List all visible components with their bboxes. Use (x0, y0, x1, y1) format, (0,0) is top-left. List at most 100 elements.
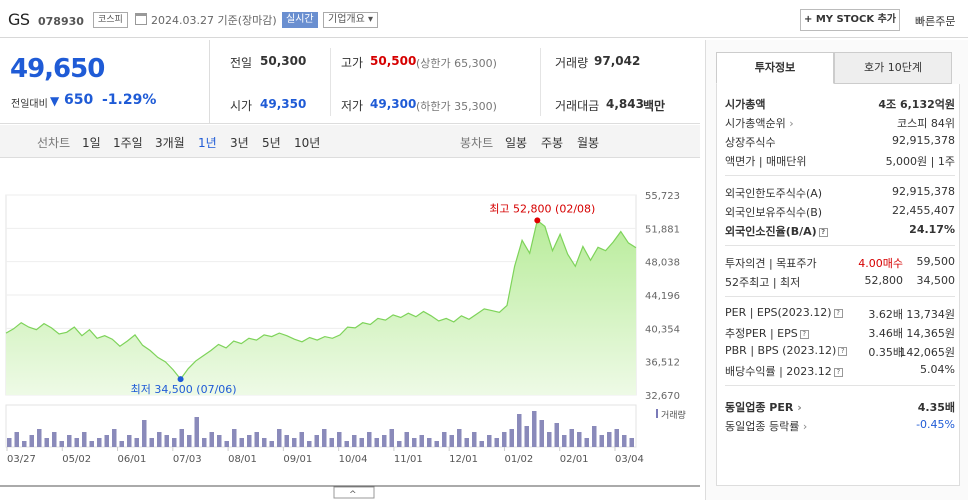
volume-bar (217, 435, 222, 447)
tab-daily[interactable]: 일봉 (505, 136, 528, 150)
x-tick-label: 08/01 (228, 454, 257, 465)
volume-bar (22, 441, 27, 447)
x-tick-label: 06/01 (118, 454, 147, 465)
volume-bar (164, 435, 169, 447)
tab-invest-info[interactable]: 투자정보 (716, 52, 834, 84)
volume-bar (524, 426, 529, 447)
tab-5y[interactable]: 5년 (262, 136, 281, 150)
current-price: 49,650 (10, 54, 105, 84)
tab-weekly[interactable]: 주봉 (541, 136, 564, 150)
help-icon[interactable]: ? (818, 228, 828, 237)
divider (540, 48, 541, 116)
tab-orderbook[interactable]: 호가 10단계 (834, 52, 952, 84)
calendar-icon (135, 13, 147, 25)
company-info-dropdown[interactable]: 기업개요 ▾ (323, 12, 379, 28)
volume-bar (112, 429, 117, 447)
shares-label: 상장주식수 (725, 136, 776, 149)
volume-bar (74, 438, 79, 447)
volume-bar (397, 441, 402, 447)
tab-3y[interactable]: 3년 (230, 136, 249, 150)
volume-bar (494, 438, 499, 447)
chevron-up-icon: ^ (349, 490, 357, 500)
low-value: 49,300 (370, 97, 417, 111)
help-icon[interactable]: ? (833, 309, 843, 318)
volume-bar (404, 432, 409, 447)
prev-value: 50,300 (260, 54, 307, 68)
volume-bar (472, 432, 477, 447)
market-cap-value: 4조 6,132억원 (878, 98, 955, 111)
ind-rate-label[interactable]: 동일업종 등락률 › (725, 418, 807, 434)
volume-bar (292, 438, 297, 447)
down-arrow-icon: ▼ (50, 94, 60, 108)
price-panel: 49,650 전일대비 ▼ 650 -1.29% 전일 50,300 시가 49… (0, 40, 700, 124)
foreign-limit-row: 외국인한도주식수(A) 92,915,378 (725, 183, 955, 201)
divider (725, 245, 955, 246)
chevron-right-icon: › (799, 420, 808, 433)
volume-bar (307, 441, 312, 447)
x-tick-label: 03/27 (7, 454, 36, 465)
realtime-button[interactable]: 실시간 (282, 12, 318, 28)
volume-bar (442, 432, 447, 447)
x-tick-label: 09/01 (283, 454, 312, 465)
x-tick-label: 02/01 (560, 454, 589, 465)
help-icon[interactable]: ? (799, 330, 809, 339)
amount-value: 4,843 (606, 97, 644, 111)
volume-bar (577, 432, 582, 447)
volume-bar (622, 435, 627, 447)
x-tick-label: 05/02 (62, 454, 91, 465)
volume-bar (352, 435, 357, 447)
diff-rate: -1.29% (102, 92, 157, 108)
volume-bar (277, 429, 282, 447)
volume-bar (562, 435, 567, 447)
max-label: 최고 52,800 (02/08) (489, 202, 595, 215)
ind-per-label[interactable]: 동일업종 PER › (725, 399, 802, 415)
volume-bar (284, 435, 289, 447)
tab-1w[interactable]: 1주일 (113, 136, 143, 150)
quick-order-link[interactable]: 빠른주문 (915, 15, 956, 28)
help-icon[interactable]: ? (838, 347, 848, 356)
company-info-label: 기업개요 (328, 14, 365, 25)
bps-value: 142,065원 (899, 346, 955, 359)
volume-bar (254, 432, 259, 447)
low-label: 저가 (341, 99, 364, 113)
market-cap-label: 시가총액 (725, 98, 766, 111)
volume-bar (509, 429, 514, 447)
fper-text: 추정PER | EPS (725, 327, 798, 340)
volume-bar (82, 432, 87, 447)
opinion-label: 투자의견 | 목표주가 (725, 257, 817, 270)
tab-1y[interactable]: 1년 (198, 136, 217, 150)
volume-bar (344, 441, 349, 447)
tab-monthly[interactable]: 월봉 (577, 136, 600, 150)
stock-code: 078930 (38, 15, 84, 28)
tab-10y[interactable]: 10년 (294, 136, 321, 150)
ind-per-text: 동일업종 PER (725, 401, 794, 414)
pbr-text: PBR | BPS (2023.12) (725, 344, 837, 357)
volume-bar (239, 438, 244, 447)
pbr-value: 0.35배 (868, 346, 903, 359)
y-tick-label: 36,512 (645, 358, 680, 369)
x-tick-label: 11/01 (394, 454, 423, 465)
collapse-chart-button[interactable] (333, 486, 375, 499)
invest-info-panel: 투자정보 호가 10단계 시가총액 4조 6,132억원 시가총액순위 › 코스… (705, 40, 968, 500)
par-row: 액면가 | 매매단위 5,000원 | 1주 (725, 151, 955, 169)
volume-legend-swatch (656, 409, 658, 418)
volume-bar (269, 441, 274, 447)
tab-1d[interactable]: 1일 (82, 136, 101, 150)
volume-bar (172, 438, 177, 447)
foreign-rate-row: 외국인소진율(B/A)? 24.17% (725, 221, 955, 239)
volume-bar (119, 441, 124, 447)
volume-bar (247, 435, 252, 447)
line-chart-label: 선차트 (37, 136, 71, 150)
stock-header: GS 078930 코스피 2024.03.27 기준(장마감) 실시간 기업개… (0, 0, 968, 38)
volume-bar (367, 432, 372, 447)
add-mystock-button[interactable]: + MY STOCK 추가 (800, 9, 900, 31)
tab-3m[interactable]: 3개월 (155, 136, 185, 150)
volume-bar (202, 438, 207, 447)
volume-bar (464, 438, 469, 447)
shares-value: 92,915,378 (892, 134, 955, 147)
volume-bar (142, 420, 147, 447)
cap-rank-text: 시가총액순위 (725, 117, 786, 130)
cap-rank-label[interactable]: 시가총액순위 › (725, 115, 794, 131)
w52-high: 52,800 (864, 274, 904, 287)
help-icon[interactable]: ? (833, 368, 843, 377)
